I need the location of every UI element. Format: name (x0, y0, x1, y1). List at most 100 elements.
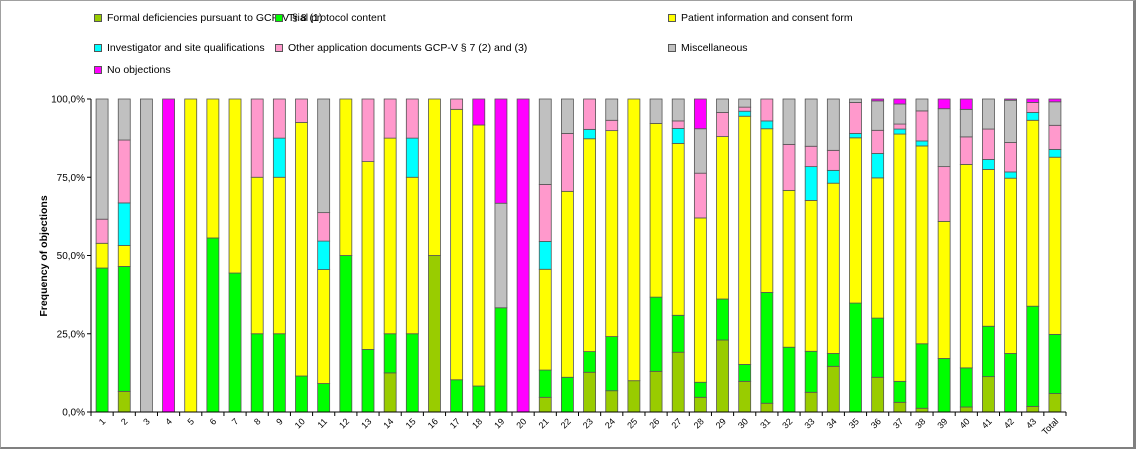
bar-segment-13-trial-protocol-content (361, 348, 375, 413)
bar-segment-36-patient-information-and- (871, 177, 885, 319)
bar-segment-38-patient-information-and- (915, 145, 929, 345)
bar-segment-11-investigator-and-site-qu (317, 240, 331, 270)
bar-segment-26-trial-protocol-content (649, 296, 663, 372)
legend-item-miscellaneous: Miscellaneous (668, 42, 748, 54)
x-tick-label: 17 (448, 416, 462, 430)
x-tick-label: 24 (603, 416, 617, 430)
x-tick-label: 43 (1024, 416, 1038, 430)
bar-segment-41-miscellaneous (982, 98, 995, 130)
x-tick-label: 37 (891, 416, 905, 430)
bar-segment-24-formal-deficiencies-purs (605, 390, 619, 413)
bar-segment-28-other-application-docume (693, 172, 707, 219)
bar-segment-2-formal-deficiencies-purs (117, 390, 131, 413)
x-tick-label: Total (1040, 416, 1061, 437)
bar-segment-14-formal-deficiencies-purs (383, 372, 397, 413)
bar-segment-18-trial-protocol-content (472, 385, 486, 413)
bar-segment-30-trial-protocol-content (738, 364, 752, 382)
bar-segment-24-trial-protocol-content (605, 336, 619, 392)
bar-segment-21-trial-protocol-content (538, 369, 552, 398)
bar-segment-40-other-application-docume (959, 136, 973, 165)
legend-label: Miscellaneous (681, 42, 748, 54)
bar-segment-41-other-application-docume (982, 128, 995, 160)
bar-segment-27-miscellaneous (671, 98, 685, 122)
bar-segment-43-other-application-docume (1026, 102, 1040, 113)
bar-segment-34-formal-deficiencies-purs (826, 365, 840, 413)
x-tick-label: 11 (315, 416, 329, 430)
bar-segment-21-investigator-and-site-qu (538, 241, 552, 270)
bar-segment-27-other-application-docume (671, 120, 685, 129)
bar-segment-34-miscellaneous (826, 98, 840, 151)
bar-segment-13-patient-information-and- (361, 161, 375, 350)
bar-segment-2-miscellaneous (117, 98, 131, 141)
bar-segment-28-no-objections (693, 98, 707, 130)
bar-segment-37-investigator-and-site-qu (893, 128, 907, 135)
x-tick-label: 5 (185, 416, 196, 427)
bar-segment-35-trial-protocol-content (849, 302, 862, 413)
y-tick-label: 25,0% (57, 329, 85, 340)
x-tick-label: 6 (208, 416, 219, 427)
x-tick-label: 31 (758, 416, 772, 430)
x-tick-label: 14 (381, 416, 395, 430)
legend-swatch (275, 14, 283, 22)
bar-segment-9-trial-protocol-content (272, 333, 286, 413)
bar-segment-30-formal-deficiencies-purs (738, 380, 752, 413)
bar-segment-37-other-application-docume (893, 123, 907, 130)
bar-segment-15-investigator-and-site-qu (405, 137, 419, 178)
x-tick-label: 16 (426, 416, 440, 430)
axes-group: 1 2 3 4 5 6 7 8 9 10 11 12 13 14 15 16 17 18 19 20 21 22 23 24 2… (51, 95, 1067, 437)
bar-segment-33-investigator-and-site-qu (804, 166, 818, 201)
bars-group (95, 98, 1062, 413)
bar-segment-38-other-application-docume (915, 110, 929, 142)
x-tick-label: 1 (97, 416, 108, 427)
legend-item-patient-information: Patient information and consent form (668, 12, 853, 24)
legend-label: Other application documents GCP-V § 7 (2… (288, 42, 528, 54)
bar-segment-14-patient-information-and- (383, 137, 397, 335)
bar-segment-36-miscellaneous (871, 100, 885, 131)
bar-segment-16-formal-deficiencies-purs (428, 255, 441, 413)
x-tick-label: 34 (825, 416, 839, 430)
bar-segment-6-patient-information-and- (206, 98, 220, 239)
bar-segment-39-trial-protocol-content (937, 358, 951, 413)
bar-segment-41-patient-information-and- (982, 169, 995, 327)
bar-segment-43-investigator-and-site-qu (1026, 112, 1040, 121)
bar-segment-38-investigator-and-site-qu (915, 140, 929, 147)
bar-segment-37-miscellaneous (893, 103, 907, 125)
bar-segment-23-formal-deficiencies-purs (583, 371, 596, 413)
x-tick-label: 26 (647, 416, 661, 430)
bar-segment-38-miscellaneous (915, 98, 929, 112)
bar-segment-29-other-application-docume (716, 112, 729, 137)
bar-segment-17-trial-protocol-content (450, 379, 464, 413)
bar-segment-total-patient-information-and- (1048, 156, 1062, 335)
bar-segment-12-patient-information-and- (339, 98, 353, 256)
bar-segment-1-trial-protocol-content (95, 267, 109, 413)
bar-segment-29-miscellaneous (716, 98, 729, 113)
x-tick-label: 38 (913, 416, 927, 430)
bar-segment-30-patient-information-and- (738, 115, 752, 365)
bar-segment-40-no-objections (959, 98, 973, 110)
bar-segment-37-patient-information-and- (893, 133, 907, 382)
bar-segment-10-trial-protocol-content (295, 375, 308, 413)
legend-swatch (668, 14, 676, 22)
x-tick-label: 29 (714, 416, 728, 430)
bar-segment-42-investigator-and-site-qu (1004, 171, 1017, 179)
bar-segment-37-formal-deficiencies-purs (893, 401, 907, 413)
bar-segment-40-trial-protocol-content (959, 367, 973, 408)
x-tick-label: 15 (404, 416, 418, 430)
bar-segment-8-other-application-docume (250, 98, 264, 178)
bar-segment-2-other-application-docume (117, 139, 131, 204)
bar-segment-42-trial-protocol-content (1004, 353, 1017, 413)
legend-item-other-documents: Other application documents GCP-V § 7 (2… (275, 42, 527, 54)
bar-segment-15-other-application-docume (405, 98, 419, 139)
bar-segment-25-patient-information-and- (627, 98, 641, 382)
bar-segment-42-other-application-docume (1004, 142, 1017, 173)
bar-segment-33-trial-protocol-content (804, 350, 818, 393)
x-tick-label: 36 (869, 416, 883, 430)
bar-segment-total-trial-protocol-content (1048, 333, 1062, 394)
bar-segment-34-trial-protocol-content (826, 353, 840, 367)
bar-segment-43-patient-information-and- (1026, 119, 1040, 307)
y-tick-label: 75,0% (57, 173, 85, 184)
x-tick-label: 13 (359, 416, 373, 430)
bar-segment-36-investigator-and-site-qu (871, 153, 885, 179)
bar-segment-31-investigator-and-site-qu (760, 120, 774, 130)
